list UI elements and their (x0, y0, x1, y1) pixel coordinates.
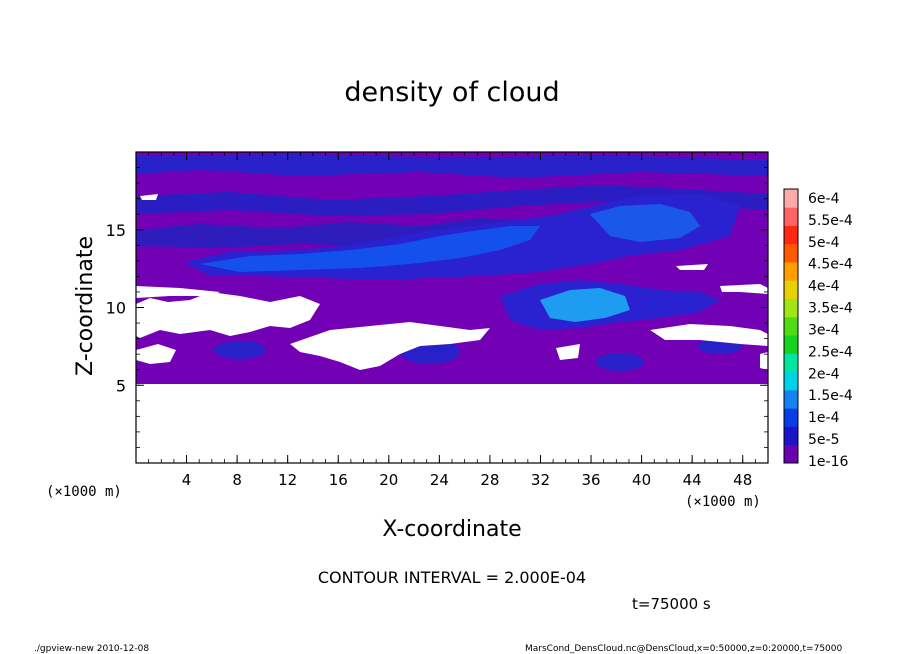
colorbar-swatch (784, 444, 798, 464)
colorbar: 1e-16 5e-5 1e-4 1.5e-4 2e-4 2.5e-4 3e-4 3.5e-4 4… (783, 188, 853, 470)
upper-band-top (136, 154, 768, 178)
upper-band-2 (136, 185, 768, 216)
x-unit-label-left: (×1000 m) (46, 484, 122, 500)
x-tick-label: 8 (232, 471, 242, 489)
colorbar-label: 2.5e-4 (808, 344, 853, 360)
y-tick-label: 5 (116, 376, 126, 395)
colorbar-swatch (784, 280, 798, 299)
x-tick-label: 20 (379, 471, 398, 489)
colorbar-swatch (784, 225, 798, 245)
gap-small-4 (676, 264, 708, 270)
x-unit-label-right: (×1000 m) (685, 494, 761, 510)
gap-small-1 (136, 344, 176, 364)
colorbar-label: 1.5e-4 (808, 388, 853, 404)
blob-2 (214, 341, 266, 359)
gap-center (290, 322, 490, 370)
gap-left (136, 292, 320, 338)
colorbar-label: 1e-16 (808, 454, 848, 470)
x-tick-label: 24 (430, 471, 449, 489)
gap-small-6 (760, 352, 768, 370)
gap-small-7 (140, 194, 158, 200)
colorbar-label: 5.5e-4 (808, 213, 853, 229)
x-tick-label: 16 (329, 471, 348, 489)
gap-top-left (136, 286, 220, 298)
x-tick-label: 40 (632, 471, 651, 489)
colorbar-label: 5e-4 (808, 235, 840, 251)
gap-small-2 (650, 324, 768, 346)
colorbar-label: 1e-4 (808, 410, 840, 426)
y-tick-label: 10 (106, 299, 126, 318)
x-tick-label: 28 (480, 471, 499, 489)
colorbar-swatch (784, 243, 798, 263)
colorbar-label: 4e-4 (808, 279, 840, 295)
colorbar-label: 5e-5 (808, 432, 839, 448)
x-tick-label: 44 (683, 471, 702, 489)
chart-title: density of cloud (344, 77, 559, 108)
y-axis-label: Z-coordinate (73, 236, 98, 376)
colorbar-swatch (784, 389, 798, 409)
footer-left: ./gpview-new 2010-12-08 (34, 644, 149, 654)
colorbar-swatch (784, 426, 798, 446)
colorbar-frame (783, 188, 799, 464)
x-tick-label: 36 (581, 471, 600, 489)
plot-area (136, 152, 768, 464)
colorbar-label: 4.5e-4 (808, 257, 853, 273)
footer-right: MarsCond_DensCloud.nc@DensCloud,x=0:5000… (525, 644, 842, 654)
colorbar-label: 3.5e-4 (808, 301, 853, 317)
cloud-core-right-upper (590, 204, 700, 242)
contour-interval-label: CONTOUR INTERVAL = 2.000E-04 (318, 568, 586, 587)
y-tick-label: 15 (106, 221, 126, 240)
gap-small-5 (556, 344, 580, 360)
cloud-core-lower (540, 288, 630, 322)
cloud-core-upper (200, 226, 540, 272)
gap-small-3 (720, 284, 768, 294)
x-tick-label: 4 (182, 471, 192, 489)
colorbar-label: 2e-4 (808, 366, 840, 382)
x-tick-label: 12 (278, 471, 297, 489)
colorbar-label: 3e-4 (808, 322, 840, 338)
colorbar-label: 6e-4 (808, 191, 840, 207)
time-label: t=75000 s (632, 595, 711, 613)
colorbar-swatch (784, 316, 798, 336)
colorbar-swatch (784, 353, 798, 373)
blob-3 (596, 353, 644, 371)
colorbar-swatch (784, 262, 798, 281)
colorbar-swatch (784, 189, 798, 208)
colorbar-swatch (784, 298, 798, 318)
colorbar-swatch (784, 207, 798, 226)
colorbar-swatch (784, 371, 798, 391)
empty-lower-region (136, 384, 768, 464)
x-tick-label: 48 (733, 471, 752, 489)
colorbar-swatch (784, 335, 798, 354)
colorbar-swatch (784, 408, 798, 427)
x-tick-label: 32 (531, 471, 550, 489)
x-axis-label: X-coordinate (382, 517, 521, 542)
